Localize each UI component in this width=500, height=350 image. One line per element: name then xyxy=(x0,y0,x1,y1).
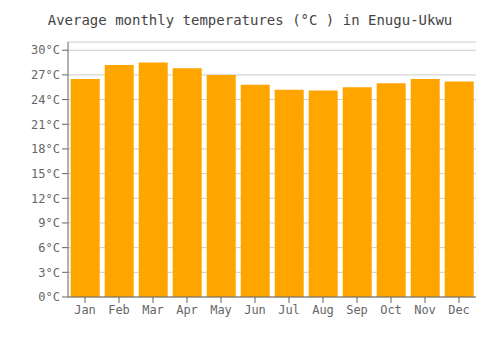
svg-text:Dec: Dec xyxy=(448,303,470,317)
svg-text:15°C: 15°C xyxy=(31,167,60,181)
svg-text:Jun: Jun xyxy=(244,303,266,317)
svg-text:21°C: 21°C xyxy=(31,118,60,132)
svg-text:Apr: Apr xyxy=(176,303,198,317)
svg-text:Aug: Aug xyxy=(312,303,334,317)
svg-text:3°C: 3°C xyxy=(38,266,60,280)
html-text:Average monthly temperatures (: Average monthly temperatures (°C ) in En… xyxy=(47,12,453,28)
svg-text:12°C: 12°C xyxy=(31,192,60,206)
svg-text:30°C: 30°C xyxy=(31,43,60,57)
svg-text:0°C: 0°C xyxy=(38,290,60,304)
svg-text:Jul: Jul xyxy=(278,303,300,317)
svg-text:May: May xyxy=(210,303,232,317)
svg-text:18°C: 18°C xyxy=(31,142,60,156)
svg-text:9°C: 9°C xyxy=(38,216,60,230)
svg-text:Sep: Sep xyxy=(346,303,368,317)
svg-text:6°C: 6°C xyxy=(38,241,60,255)
svg-text:Feb: Feb xyxy=(108,303,130,317)
svg-text:Jan: Jan xyxy=(74,303,96,317)
svg-text:24°C: 24°C xyxy=(31,93,60,107)
svg-text:Mar: Mar xyxy=(142,303,164,317)
svg-text:27°C: 27°C xyxy=(31,68,60,82)
svg-text:Nov: Nov xyxy=(414,303,436,317)
svg-text:Oct: Oct xyxy=(380,303,402,317)
